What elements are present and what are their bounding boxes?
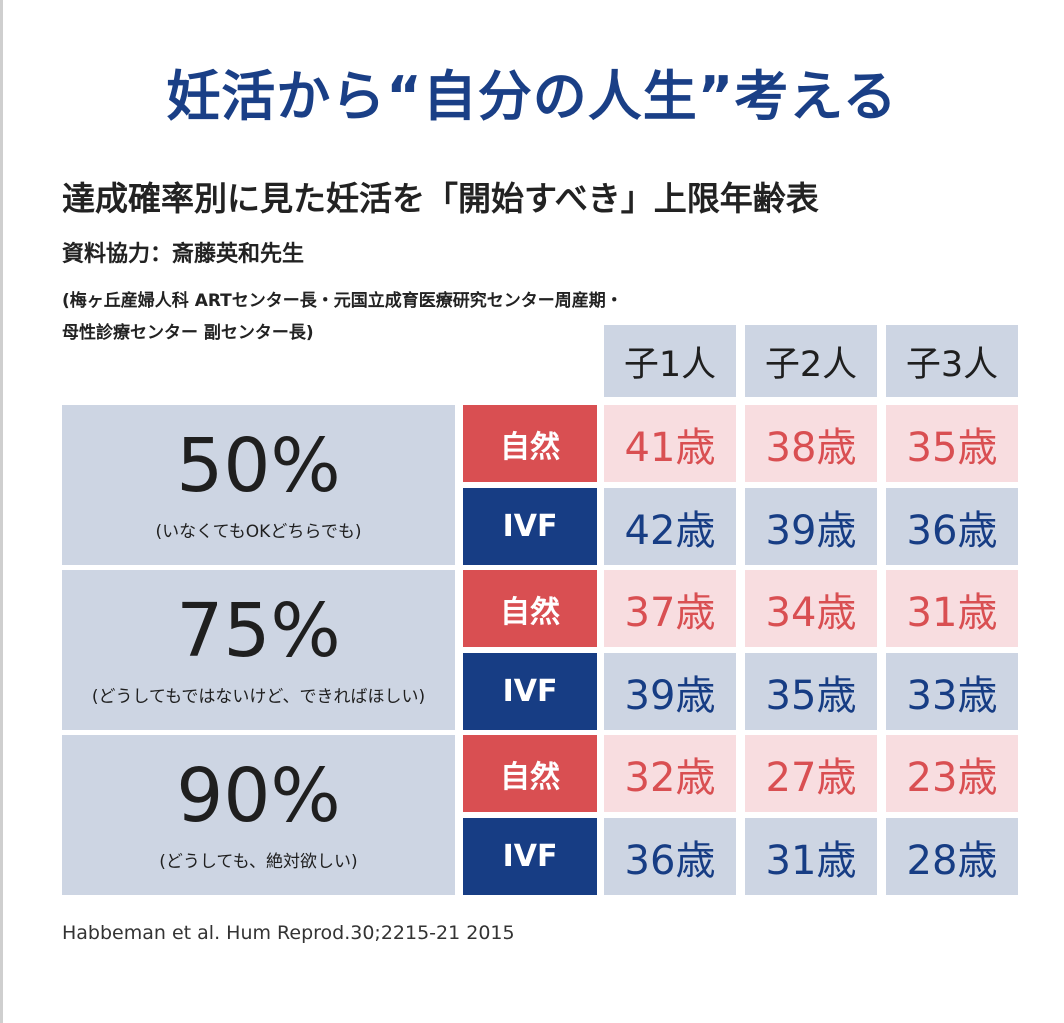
affiliation-line-1: (梅ヶ丘産婦人科 ARTセンター長・元国立成育医療研究センター周産期・ bbox=[62, 291, 623, 311]
method-natural: 自然 bbox=[463, 735, 597, 812]
age-value-cell-text: 31歳 bbox=[765, 837, 857, 884]
column-header: 子2人 bbox=[745, 325, 877, 397]
probability-note: (いなくてもOKどちらでも) bbox=[155, 521, 362, 542]
probability-label: 50% bbox=[176, 422, 341, 509]
citation: Habbeman et al. Hum Reprod.30;2215-21 20… bbox=[62, 922, 515, 944]
age-value-cell-text: 33歳 bbox=[906, 672, 998, 719]
age-value-cell: 34歳 bbox=[745, 570, 877, 647]
age-value-cell: 36歳 bbox=[886, 488, 1018, 565]
age-value-cell: 35歳 bbox=[745, 653, 877, 730]
age-value-cell: 33歳 bbox=[886, 653, 1018, 730]
age-value-cell: 32歳 bbox=[604, 735, 736, 812]
column-header: 子3人 bbox=[886, 325, 1018, 397]
age-value-cell-text: 38歳 bbox=[765, 424, 857, 471]
table-subtitle: 達成確率別に見た妊活を「開始すべき」上限年齢表 bbox=[62, 179, 819, 218]
age-value-cell: 36歳 bbox=[604, 818, 736, 895]
probability-row-header: 75% (どうしてもではないけど、できればほしい) bbox=[62, 570, 455, 730]
source-credit: 資料協力：斎藤英和先生 bbox=[62, 242, 305, 267]
method-natural: 自然 bbox=[463, 405, 597, 482]
column-header: 子1人 bbox=[604, 325, 736, 397]
age-value-cell: 31歳 bbox=[745, 818, 877, 895]
age-value-cell-text: 37歳 bbox=[624, 589, 716, 636]
column-header-text: 子1人 bbox=[623, 344, 717, 385]
method-ivf-text: IVF bbox=[502, 839, 558, 874]
age-value-cell: 31歳 bbox=[886, 570, 1018, 647]
age-value-cell-text: 27歳 bbox=[765, 754, 857, 801]
affiliation-line-2: 母性診療センター 副センター長) bbox=[62, 323, 314, 343]
age-value-cell: 42歳 bbox=[604, 488, 736, 565]
age-value-cell-text: 36歳 bbox=[906, 507, 998, 554]
age-value-cell: 27歳 bbox=[745, 735, 877, 812]
age-value-cell-text: 28歳 bbox=[906, 837, 998, 884]
method-natural-text: 自然 bbox=[500, 594, 560, 630]
probability-label: 90% bbox=[176, 752, 341, 839]
probability-row-header: 50% (いなくてもOKどちらでも) bbox=[62, 405, 455, 565]
method-ivf-text: IVF bbox=[502, 509, 558, 544]
age-value-cell: 41歳 bbox=[604, 405, 736, 482]
probability-note: (どうしても、絶対欲しい) bbox=[159, 851, 358, 872]
age-value-cell-text: 39歳 bbox=[624, 672, 716, 719]
column-header-text: 子2人 bbox=[764, 344, 858, 385]
page-title: 妊活から“自分の人生”考える bbox=[166, 65, 898, 128]
age-value-cell-text: 23歳 bbox=[906, 754, 998, 801]
probability-label: 75% bbox=[176, 587, 341, 674]
method-ivf: IVF bbox=[463, 818, 597, 895]
probability-row-header: 90% (どうしても、絶対欲しい) bbox=[62, 735, 455, 895]
age-value-cell-text: 35歳 bbox=[765, 672, 857, 719]
age-value-cell: 39歳 bbox=[745, 488, 877, 565]
age-value-cell: 38歳 bbox=[745, 405, 877, 482]
method-natural-text: 自然 bbox=[500, 429, 560, 465]
age-value-cell-text: 32歳 bbox=[624, 754, 716, 801]
method-ivf-text: IVF bbox=[502, 674, 558, 709]
age-value-cell-text: 31歳 bbox=[906, 589, 998, 636]
left-border-line bbox=[0, 0, 3, 1023]
method-natural-text: 自然 bbox=[500, 759, 560, 795]
method-ivf: IVF bbox=[463, 488, 597, 565]
probability-note: (どうしてもではないけど、できればほしい) bbox=[91, 686, 426, 707]
column-header-text: 子3人 bbox=[905, 344, 999, 385]
age-value-cell-text: 41歳 bbox=[624, 424, 716, 471]
age-value-cell-text: 39歳 bbox=[765, 507, 857, 554]
age-value-cell: 39歳 bbox=[604, 653, 736, 730]
age-value-cell: 23歳 bbox=[886, 735, 1018, 812]
age-value-cell-text: 35歳 bbox=[906, 424, 998, 471]
age-value-cell-text: 34歳 bbox=[765, 589, 857, 636]
age-value-cell-text: 42歳 bbox=[624, 507, 716, 554]
age-value-cell: 28歳 bbox=[886, 818, 1018, 895]
method-natural: 自然 bbox=[463, 570, 597, 647]
age-value-cell: 37歳 bbox=[604, 570, 736, 647]
age-value-cell-text: 36歳 bbox=[624, 837, 716, 884]
age-value-cell: 35歳 bbox=[886, 405, 1018, 482]
method-ivf: IVF bbox=[463, 653, 597, 730]
